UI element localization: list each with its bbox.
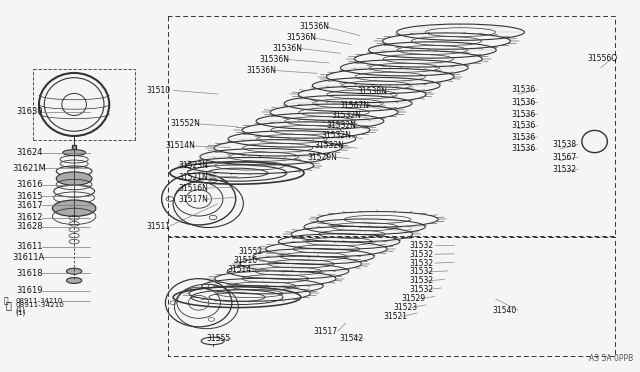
Text: 31517N: 31517N — [178, 195, 208, 204]
Text: 31516N: 31516N — [178, 184, 208, 193]
Text: 31567: 31567 — [552, 153, 577, 161]
Text: 31536N: 31536N — [287, 33, 317, 42]
Text: 31536: 31536 — [511, 132, 536, 142]
Text: 08911-34210: 08911-34210 — [15, 302, 64, 308]
Text: 31532: 31532 — [410, 285, 433, 294]
Text: 31532: 31532 — [410, 267, 433, 276]
Text: 31621M: 31621M — [12, 164, 46, 173]
Text: 31532N: 31532N — [332, 111, 362, 120]
Text: 31538N: 31538N — [357, 87, 387, 96]
Text: 31523: 31523 — [394, 303, 417, 312]
Ellipse shape — [56, 172, 92, 185]
Text: 31552: 31552 — [238, 247, 262, 256]
Text: Ⓝ: Ⓝ — [6, 300, 12, 310]
Text: 31567N: 31567N — [339, 101, 369, 110]
Text: 31532: 31532 — [410, 250, 433, 259]
Text: 31536: 31536 — [511, 98, 536, 107]
Text: 31536: 31536 — [511, 122, 536, 131]
Text: 31536: 31536 — [511, 110, 536, 119]
Text: 31532: 31532 — [552, 165, 577, 174]
Ellipse shape — [63, 150, 86, 155]
Text: 31536N: 31536N — [300, 22, 330, 31]
Text: 31536N: 31536N — [259, 55, 289, 64]
Text: (1): (1) — [15, 310, 26, 316]
Text: 31612: 31612 — [17, 213, 43, 222]
Text: A3 5A 0PPB: A3 5A 0PPB — [589, 354, 633, 363]
Ellipse shape — [67, 268, 82, 274]
Text: 31529: 31529 — [402, 294, 426, 303]
Text: 31521: 31521 — [384, 312, 408, 321]
Ellipse shape — [67, 278, 82, 283]
Text: (1): (1) — [15, 307, 26, 313]
Text: 31523N: 31523N — [178, 161, 208, 170]
Text: 31616: 31616 — [17, 180, 44, 189]
Text: 08911-34210: 08911-34210 — [15, 298, 63, 304]
Text: 31615: 31615 — [17, 192, 43, 201]
Text: 31510: 31510 — [147, 86, 170, 95]
Text: 31630: 31630 — [17, 108, 44, 116]
Text: 31532N: 31532N — [315, 141, 345, 151]
Text: 31532: 31532 — [410, 259, 433, 267]
Text: 31540: 31540 — [492, 306, 516, 315]
Text: 31536N: 31536N — [272, 44, 302, 52]
Text: 31556Q: 31556Q — [587, 54, 617, 62]
Text: 31624: 31624 — [17, 148, 43, 157]
Text: 31542: 31542 — [339, 334, 364, 343]
Text: 31617: 31617 — [17, 201, 44, 210]
Text: 31618: 31618 — [17, 269, 44, 278]
Text: 31516: 31516 — [234, 256, 258, 265]
Ellipse shape — [52, 200, 96, 217]
Text: 31536N: 31536N — [246, 66, 276, 75]
Text: 31532: 31532 — [410, 241, 433, 250]
Text: 31521N: 31521N — [178, 173, 208, 182]
Text: 31514: 31514 — [227, 265, 252, 274]
Text: 31532: 31532 — [410, 276, 433, 285]
Text: 31628: 31628 — [17, 222, 44, 231]
Text: Ⓝ: Ⓝ — [4, 296, 8, 305]
Text: 31611A: 31611A — [12, 253, 44, 262]
Text: 31529N: 31529N — [307, 153, 337, 161]
Text: 31619: 31619 — [17, 286, 43, 295]
Text: 31552N: 31552N — [170, 119, 200, 128]
Text: 31517: 31517 — [314, 327, 338, 336]
Text: 31514N: 31514N — [166, 141, 195, 151]
Text: 31532N: 31532N — [326, 122, 356, 131]
Text: 31536: 31536 — [511, 144, 536, 153]
Text: 31555: 31555 — [206, 334, 230, 343]
Text: 31532N: 31532N — [321, 131, 351, 141]
Text: 31611: 31611 — [17, 242, 43, 251]
Text: 31511: 31511 — [147, 221, 170, 231]
Text: 31536: 31536 — [511, 85, 536, 94]
Text: 31538: 31538 — [552, 140, 577, 149]
